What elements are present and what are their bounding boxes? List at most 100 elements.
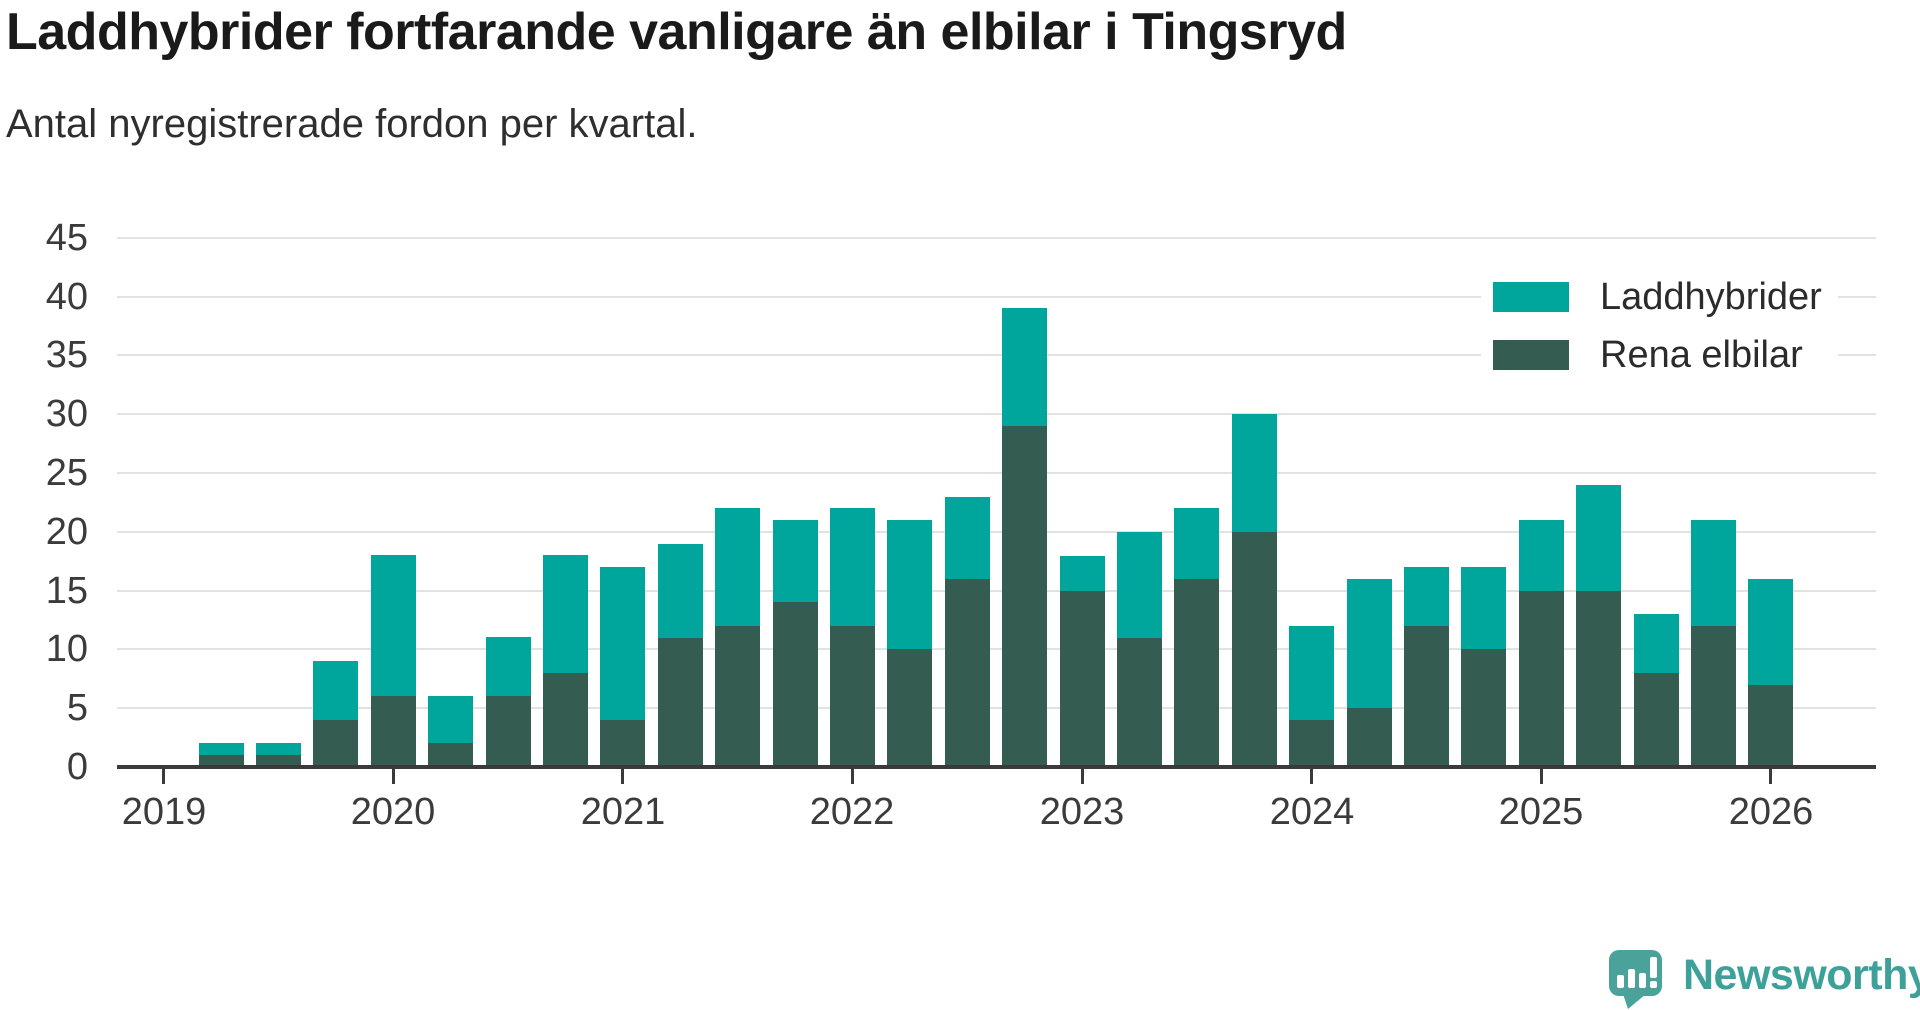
y-axis-label: 35: [45, 334, 88, 376]
y-axis-label: 40: [45, 276, 88, 318]
bar-rena-elbilar-2024-q4: [1461, 649, 1506, 767]
gridline: [117, 296, 1876, 298]
x-axis-tick: [1769, 769, 1772, 784]
legend-swatch-rena-elbilar: [1493, 340, 1569, 370]
logo-bar-icon: [1628, 969, 1635, 988]
x-axis-tick: [1310, 769, 1313, 784]
bar-rena-elbilar-2023-q4: [1232, 532, 1277, 767]
bar-rena-elbilar-2020-q2: [428, 743, 473, 767]
bar-laddhybrider-2022-q3: [945, 497, 990, 579]
bar-rena-elbilar-2023-q3: [1174, 579, 1219, 767]
bar-rena-elbilar-2021-q1: [600, 720, 645, 767]
bar-laddhybrider-2019-q4: [313, 661, 358, 720]
bar-rena-elbilar-2024-q1: [1289, 720, 1334, 767]
bar-laddhybrider-2024-q2: [1347, 579, 1392, 708]
bar-rena-elbilar-2019-q3: [256, 755, 301, 767]
bar-rena-elbilar-2025-q1: [1519, 591, 1564, 767]
bar-rena-elbilar-2024-q3: [1404, 626, 1449, 767]
y-axis-label: 15: [45, 570, 88, 612]
bar-laddhybrider-2021-q4: [773, 520, 818, 602]
brand-footer: Newsworthy: [1609, 950, 1920, 1009]
bar-rena-elbilar-2025-q4: [1691, 626, 1736, 767]
x-axis-label: 2020: [350, 791, 436, 833]
bar-laddhybrider-2024-q4: [1461, 567, 1506, 649]
chart-subtitle: Antal nyregistrerade fordon per kvartal.: [6, 102, 698, 146]
legend-item-laddhybrider: Laddhybrider: [1493, 268, 1822, 326]
chart-title: Laddhybrider fortfarande vanligare än el…: [6, 3, 1347, 61]
x-axis-tick: [621, 769, 624, 784]
bar-rena-elbilar-2020-q4: [543, 673, 588, 767]
gridline: [117, 531, 1876, 533]
bar-rena-elbilar-2022-q2: [887, 649, 932, 767]
legend-swatch-laddhybrider: [1493, 282, 1569, 312]
gridline: [117, 413, 1876, 415]
bar-laddhybrider-2022-q4: [1002, 308, 1047, 426]
bar-laddhybrider-2022-q2: [887, 520, 932, 649]
bar-laddhybrider-2019-q3: [256, 743, 301, 755]
bar-rena-elbilar-2024-q2: [1347, 708, 1392, 767]
x-axis-tick: [1540, 769, 1543, 784]
bar-laddhybrider-2019-q2: [199, 743, 244, 755]
bar-rena-elbilar-2025-q2: [1576, 591, 1621, 767]
bar-rena-elbilar-2021-q3: [715, 626, 760, 767]
bar-rena-elbilar-2020-q1: [371, 696, 416, 767]
y-axis-label: 25: [45, 452, 88, 494]
x-axis-label: 2026: [1728, 791, 1814, 833]
legend-label: Rena elbilar: [1600, 333, 1803, 376]
x-axis-label: 2022: [809, 791, 895, 833]
x-axis-label: 2025: [1498, 791, 1584, 833]
x-axis-tick: [851, 769, 854, 784]
bar-laddhybrider-2020-q3: [486, 637, 531, 696]
y-axis-label: 0: [66, 746, 88, 788]
brand-name: Newsworthy: [1683, 951, 1920, 999]
logo-exclamation-icon: [1650, 957, 1657, 978]
bar-laddhybrider-2025-q1: [1519, 520, 1564, 591]
bar-laddhybrider-2020-q2: [428, 696, 473, 743]
bar-laddhybrider-2023-q1: [1060, 556, 1105, 591]
bar-laddhybrider-2021-q3: [715, 508, 760, 626]
logo-exclamation-dot-icon: [1650, 981, 1657, 988]
gridline: [117, 707, 1876, 709]
bar-laddhybrider-2023-q2: [1117, 532, 1162, 638]
bar-rena-elbilar-2023-q1: [1060, 591, 1105, 767]
x-axis-label: 2024: [1269, 791, 1355, 833]
legend-label: Laddhybrider: [1600, 275, 1822, 318]
bar-rena-elbilar-2019-q4: [313, 720, 358, 767]
newsworthy-logo-icon: [1609, 950, 1662, 1009]
bar-rena-elbilar-2025-q3: [1634, 673, 1679, 767]
x-axis-tick: [1081, 769, 1084, 784]
gridline: [117, 354, 1876, 356]
bar-laddhybrider-2023-q3: [1174, 508, 1219, 579]
bar-laddhybrider-2025-q3: [1634, 614, 1679, 673]
y-axis-label: 20: [45, 511, 88, 553]
bar-rena-elbilar-2021-q4: [773, 602, 818, 767]
bar-laddhybrider-2025-q2: [1576, 485, 1621, 591]
x-axis-tick: [162, 769, 165, 784]
legend-item-rena-elbilar: Rena elbilar: [1493, 326, 1822, 384]
bar-laddhybrider-2022-q1: [830, 508, 875, 626]
logo-bar-icon: [1639, 973, 1646, 988]
bar-rena-elbilar-2021-q2: [658, 638, 703, 767]
bar-laddhybrider-2024-q1: [1289, 626, 1334, 720]
y-axis-label: 5: [66, 687, 88, 729]
bar-rena-elbilar-2026-q1: [1748, 685, 1793, 767]
x-axis-tick: [392, 769, 395, 784]
logo-bar-icon: [1617, 975, 1624, 988]
x-axis-label: 2019: [121, 791, 207, 833]
bar-rena-elbilar-2022-q4: [1002, 426, 1047, 767]
x-axis-label: 2021: [580, 791, 666, 833]
x-axis-label: 2023: [1039, 791, 1125, 833]
gridline: [117, 648, 1876, 650]
gridline: [117, 472, 1876, 474]
bar-laddhybrider-2021-q1: [600, 567, 645, 720]
bar-rena-elbilar-2022-q3: [945, 579, 990, 767]
bar-rena-elbilar-2019-q2: [199, 755, 244, 767]
y-axis-label: 10: [45, 628, 88, 670]
bar-laddhybrider-2023-q4: [1232, 414, 1277, 532]
bar-rena-elbilar-2022-q1: [830, 626, 875, 767]
bar-laddhybrider-2026-q1: [1748, 579, 1793, 685]
bar-laddhybrider-2024-q3: [1404, 567, 1449, 626]
bar-laddhybrider-2020-q1: [371, 555, 416, 696]
